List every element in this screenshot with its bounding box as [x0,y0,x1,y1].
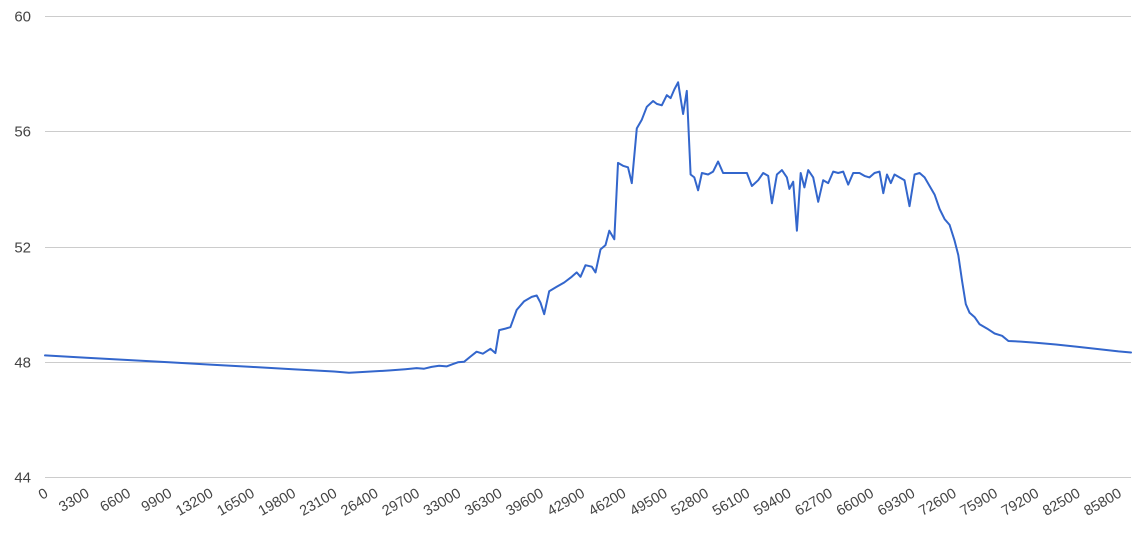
series-line [44,81,1132,374]
x-tick-label: 56100 [710,486,753,520]
y-tick-label: 52 [14,240,31,257]
x-tick-label: 82500 [1040,486,1083,520]
x-tick-label: 26400 [338,486,381,520]
grid-layer [45,16,1131,478]
x-tick-label: 69300 [875,486,918,520]
x-tick-label: 39600 [504,486,547,520]
x-tick-label: 46200 [586,486,629,520]
x-tick-label: 33000 [421,486,464,520]
x-tick-label: 16500 [215,486,258,520]
x-tick-label: 66000 [834,486,877,520]
y-axis-labels: 44 48 52 56 60 [14,9,31,487]
x-tick-label: 19800 [256,486,299,520]
x-tick-label: 29700 [380,486,423,520]
x-tick-label: 72600 [916,486,959,520]
x-tick-label: 79200 [999,486,1042,520]
x-tick-label: 0 [36,486,51,504]
x-tick-label: 6600 [98,486,134,516]
y-tick-label: 48 [14,355,31,372]
x-tick-label: 13200 [173,486,216,520]
y-tick-label: 44 [14,470,31,487]
x-tick-label: 52800 [669,486,712,520]
series-layer [44,81,1132,374]
x-tick-label: 3300 [56,486,92,516]
x-tick-label: 49500 [627,486,670,520]
x-tick-label: 85800 [1082,486,1125,520]
x-tick-label: 59400 [751,486,794,520]
x-tick-label: 62700 [793,486,836,520]
x-tick-label: 75900 [958,486,1001,520]
x-tick-label: 9900 [139,486,175,516]
x-tick-label: 23100 [297,486,340,520]
x-tick-label: 36300 [462,486,505,520]
x-tick-label: 42900 [545,486,588,520]
y-tick-label: 60 [14,9,31,26]
y-tick-label: 56 [14,124,31,141]
x-axis-labels: 0 3300 6600 9900132001650019800231002640029… [36,486,1124,520]
